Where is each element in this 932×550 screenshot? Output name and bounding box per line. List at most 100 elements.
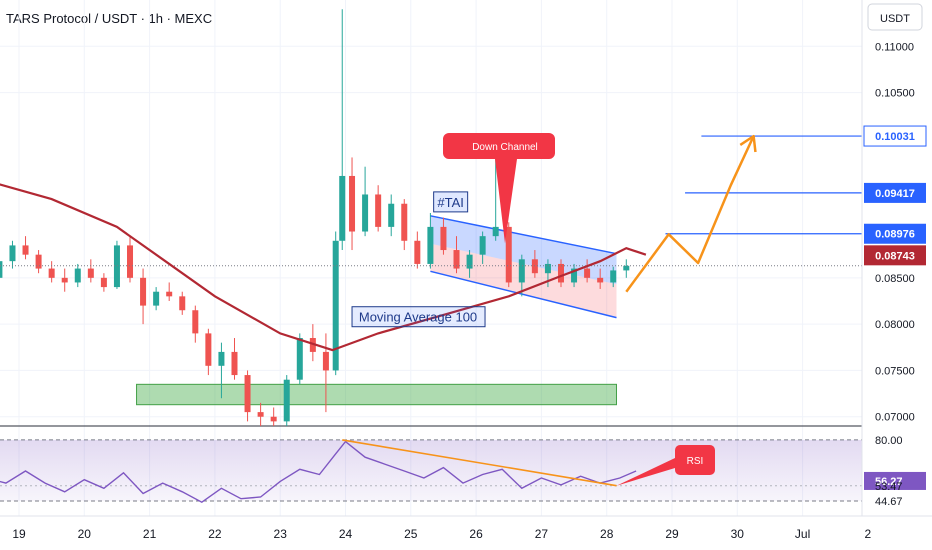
candle-body: [48, 268, 55, 278]
price-tick-label: 0.08000: [875, 319, 915, 331]
candle-body: [257, 412, 264, 417]
candle-body: [166, 291, 173, 297]
chart-title: TARS Protocol / USDT · 1h · MEXC: [6, 11, 213, 26]
candle-body: [61, 277, 68, 283]
candle: [623, 259, 630, 278]
candle-body: [9, 245, 16, 262]
candle: [140, 268, 147, 325]
price-badge: [864, 182, 926, 203]
candle: [557, 259, 564, 288]
resistance-levels: [665, 135, 862, 235]
price-tick-label: 0.07500: [875, 365, 915, 377]
candle: [401, 199, 408, 251]
candle-body: [339, 175, 346, 241]
candle: [544, 259, 551, 288]
candle: [466, 250, 473, 278]
ma-label: Moving Average 100: [359, 310, 477, 325]
rsi-value-label: 56.27: [875, 476, 903, 488]
candle: [166, 282, 173, 301]
candle-body: [231, 351, 238, 376]
candle: [9, 240, 16, 269]
candle: [453, 236, 460, 274]
price-badge-label: 0.08743: [875, 250, 915, 262]
candle: [179, 291, 186, 315]
channel-lower-line: [430, 270, 617, 319]
candle-body: [388, 203, 395, 227]
candle-body: [87, 268, 94, 278]
candle: [100, 273, 107, 292]
price-tick-label: 0.08500: [875, 273, 915, 285]
candle-body: [0, 261, 3, 278]
candle-body: [557, 263, 564, 283]
price-axis-bg: [862, 0, 932, 550]
time-tick-label: 22: [208, 527, 222, 541]
price-badge-label: 0.10031: [875, 131, 915, 143]
candle-body: [597, 277, 604, 283]
tag-label: #TAI: [437, 195, 464, 210]
candle: [440, 217, 447, 255]
candle: [231, 338, 238, 380]
candle-body: [35, 254, 42, 269]
candle-body: [205, 333, 212, 366]
time-tick-label: 27: [535, 527, 549, 541]
rsi-value-badge: [864, 471, 926, 490]
candle-body: [401, 203, 408, 241]
candle: [388, 194, 395, 237]
candle: [127, 236, 134, 283]
down-channel-label: Down Channel: [472, 142, 538, 153]
candle: [518, 254, 525, 297]
rsi-band: [0, 439, 862, 502]
moving-average-line: [0, 183, 647, 352]
rsi-tick-label: 80.00: [875, 435, 903, 447]
candle: [427, 213, 434, 269]
down-channel-callout: [443, 133, 555, 244]
candle-body: [270, 416, 277, 422]
candle: [597, 268, 604, 289]
candle: [571, 263, 578, 288]
candle-body: [571, 268, 578, 283]
candle-body: [505, 226, 512, 283]
candle-body: [153, 291, 160, 306]
candle: [479, 231, 486, 264]
candle: [610, 266, 617, 288]
channel-upper-line: [430, 215, 617, 255]
support-zone: [136, 383, 617, 406]
candle: [375, 185, 382, 232]
candle: [322, 333, 329, 413]
candles: [0, 9, 862, 426]
currency-label: USDT: [880, 13, 910, 25]
candle: [74, 263, 81, 288]
rsi-callout-label: RSI: [687, 456, 704, 467]
candle: [349, 157, 356, 251]
candle-body: [375, 194, 382, 227]
time-tick-label: 26: [469, 527, 483, 541]
candle-body: [22, 245, 29, 255]
candle-body: [192, 310, 199, 334]
price-badge: [864, 223, 926, 244]
candle: [192, 305, 199, 343]
price-badge: [863, 125, 927, 147]
rsi-line: [0, 440, 637, 504]
candle-body: [440, 226, 447, 251]
time-tick-label: 2: [865, 527, 872, 541]
candle: [87, 259, 94, 283]
candle-body: [100, 277, 107, 288]
candle-body: [584, 268, 591, 278]
candle-body: [623, 265, 630, 271]
candle: [0, 261, 3, 278]
candle-body: [113, 245, 120, 288]
candle: [153, 287, 160, 311]
rsi-callout: [616, 445, 715, 486]
candle: [283, 375, 290, 426]
time-tick-label: 30: [731, 527, 745, 541]
rsi-panel: RSI: [0, 439, 862, 504]
candle-body: [610, 270, 617, 283]
candle-body: [544, 263, 551, 274]
candle: [362, 166, 369, 237]
ma-label-box: [351, 306, 486, 328]
candle-body: [414, 240, 421, 264]
candle-body: [453, 250, 460, 269]
rsi-trendline: [342, 439, 617, 487]
